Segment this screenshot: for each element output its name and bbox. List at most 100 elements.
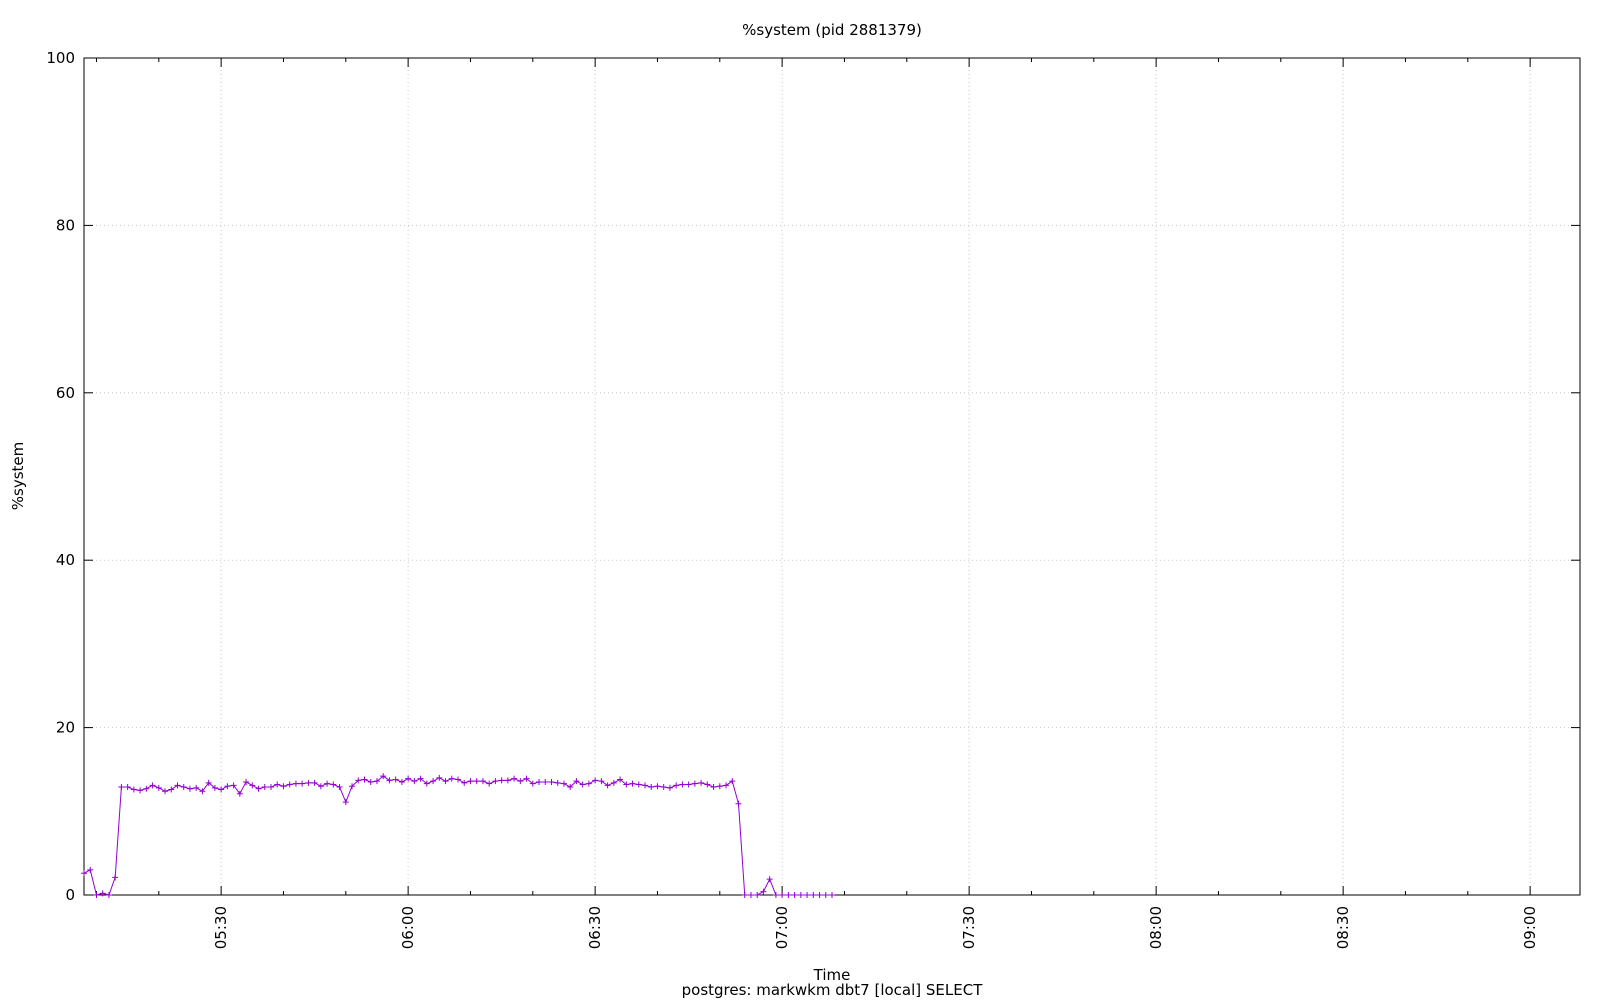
data-point [479,778,486,785]
data-point [548,779,555,786]
data-point [305,779,312,786]
data-point [180,784,187,791]
data-point [367,779,374,786]
data-point [299,780,306,787]
data-point [93,892,100,898]
y-tick-label: 0 [65,886,75,904]
y-tick-label: 80 [56,216,75,234]
data-point [529,780,536,787]
data-point [704,781,711,788]
data-point [249,782,256,789]
data-point [504,777,511,784]
data-point [461,779,468,786]
data-point [629,780,636,787]
data-point [804,892,811,898]
data-point [430,778,437,785]
data-point [560,780,567,787]
data-point [386,777,393,784]
data-point [779,892,786,898]
data-point [642,782,648,789]
data-point [155,784,162,791]
data-point [498,777,505,784]
data-point [598,778,605,785]
data-point [592,777,599,784]
data-point [149,782,156,789]
data-point [205,779,212,786]
data-point [829,892,835,898]
data-point [349,783,356,790]
chart-title: %system (pid 2881379) [742,21,922,39]
x-tick-label: 07:00 [773,906,791,949]
data-point [268,784,274,791]
series-line [83,775,832,896]
data-point [81,870,87,877]
grid-layer [84,58,1580,895]
data-point [735,800,742,807]
data-point [729,778,736,785]
x-tick-label: 05:30 [212,906,230,949]
label-layer: 0 20 40 60 80 100 05:30 06:00 06:30 07:00 07:30 08:… [46,49,1539,949]
plot-frame [83,57,1581,896]
data-point [467,778,474,785]
data-point [685,781,692,788]
data-point [411,778,418,785]
data-point [542,779,549,786]
x-tick-label: 07:30 [960,906,978,949]
data-point [486,780,493,787]
data-point [673,782,680,789]
data-point [224,783,231,790]
data-point [473,778,480,785]
data-point [766,876,773,883]
chart-subtitle: postgres: markwkm dbt7 [local] SELECT [682,981,984,999]
data-point [710,784,717,791]
data-point [336,784,343,791]
data-point [723,782,730,789]
data-point [654,783,661,790]
y-tick-label: 100 [46,49,75,67]
data-point [168,786,175,793]
x-axis-label: Time [813,966,851,984]
data-point [261,784,268,791]
data-point [754,892,761,898]
data-point [243,779,250,786]
data-point [355,777,362,784]
data-point [741,892,748,898]
data-point [137,787,144,794]
data-point [186,785,193,792]
data-point [423,780,430,787]
y-tick-label: 60 [56,384,75,402]
data-point [392,776,399,783]
data-point [124,784,131,791]
data-point [760,888,767,895]
data-point [342,799,349,806]
data-point [317,783,324,790]
data-point [822,892,829,898]
data-point [286,781,293,788]
data-point [87,866,94,873]
x-tick-label: 08:00 [1147,906,1165,949]
tick-layer [84,57,1580,896]
data-point [143,785,150,792]
data-point [698,779,705,786]
data-point [311,779,318,786]
data-point [747,892,754,898]
data-point [610,779,617,786]
data-point [635,781,642,788]
y-tick-label: 20 [56,719,75,737]
data-point [280,783,287,790]
data-point [585,780,592,787]
data-point [517,778,524,785]
data-point [785,892,792,898]
data-point [791,892,798,898]
data-point [112,874,119,881]
data-point [536,779,543,786]
data-point [274,781,281,788]
data-point [193,784,200,791]
data-point [436,774,443,781]
y-tick-label: 40 [56,551,75,569]
x-tick-label: 09:00 [1521,906,1539,949]
y-axis-label: %system [9,442,27,510]
data-point [405,775,412,782]
data-point [324,780,331,787]
